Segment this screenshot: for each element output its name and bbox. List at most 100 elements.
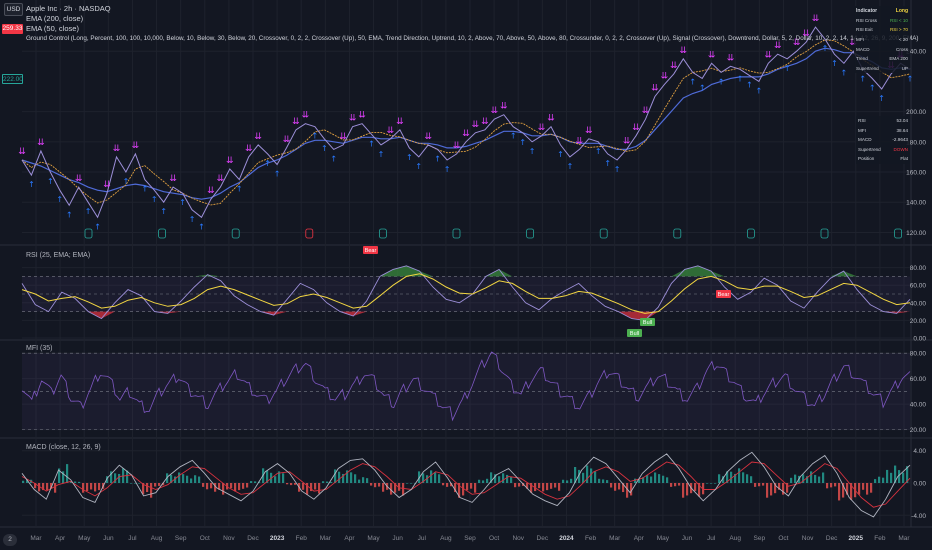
buy-signal-arrow: ↑ (567, 162, 574, 171)
rsi-ema-line (21, 273, 911, 314)
table-cell: UP (901, 65, 908, 71)
sell-signal-arrow: ⇊ (500, 102, 508, 112)
rsi-pane-label[interactable]: RSI (25, EMA; EMA) (26, 252, 91, 259)
macd-histogram-bar (874, 479, 877, 483)
macd-histogram-bar (506, 474, 509, 483)
table-cell: Supertrend (858, 146, 881, 152)
macd-histogram-bar (606, 480, 609, 483)
macd-histogram-bar (806, 476, 809, 483)
table-cell: Supertrend (856, 65, 879, 71)
macd-histogram-bar (98, 483, 101, 491)
macd-histogram-bar (698, 483, 701, 497)
mfi-pane[interactable] (21, 351, 911, 430)
sell-signal-arrow: ⇊ (576, 136, 584, 146)
y-axis-tick-label: 80.00 (910, 265, 927, 272)
macd-histogram-bar (26, 479, 29, 483)
macd-histogram-bar (38, 483, 41, 492)
table-cell: MACD (858, 137, 872, 143)
macd-histogram-bar (454, 483, 457, 493)
macd-histogram-bar (330, 481, 333, 483)
sell-signal-arrow: ⇊ (491, 106, 499, 116)
bottom-badge[interactable]: 2 (3, 534, 17, 546)
macd-histogram-bar (658, 474, 661, 483)
legend-ema200[interactable]: EMA (200, close) (26, 14, 84, 23)
sell-signal-arrow: ⇊ (103, 180, 111, 190)
macd-histogram-bar (502, 473, 505, 483)
macd-histogram-bar (654, 472, 657, 483)
y-axis-tick-label: -4.00 (911, 513, 926, 520)
macd-histogram-bar (638, 479, 641, 483)
bull-label: Bull (643, 320, 652, 326)
macd-histogram-bar (542, 483, 545, 492)
currency-button[interactable]: USD (4, 3, 23, 16)
macd-histogram-bar (318, 483, 321, 494)
macd-histogram-bar (810, 471, 813, 483)
sell-signal-arrow: ⇊ (661, 71, 669, 81)
macd-histogram-bar (458, 483, 461, 498)
legend-ground-control[interactable]: Ground Control (Long, Percent, 100, 100,… (26, 35, 919, 42)
event-marker (378, 228, 387, 239)
table-cell: RSI Cross (856, 17, 877, 23)
macd-histogram-bar (110, 471, 113, 483)
macd-histogram-bar (62, 471, 65, 483)
buy-signal-arrow: ↑ (406, 153, 413, 162)
y-axis-tick-label: 60.00 (910, 376, 927, 383)
sell-signal-arrow: ⇊ (37, 138, 45, 148)
macd-histogram-bar (118, 473, 121, 483)
time-axis-label: Jul (707, 535, 716, 542)
sell-signal-arrow: ⇊ (680, 46, 688, 56)
macd-pane[interactable] (21, 451, 911, 518)
macd-histogram-bar (902, 472, 905, 483)
macd-histogram-bar (850, 483, 853, 500)
y-axis-tick-label: 60.00 (910, 283, 927, 290)
macd-histogram-bar (574, 467, 577, 483)
sell-signal-arrow: ⇊ (547, 114, 555, 124)
rsi-pane[interactable]: Bear Bear Bull Bull (21, 246, 911, 337)
ema-50-line (21, 39, 911, 206)
macd-pane-label[interactable]: MACD (close, 12, 26, 9) (26, 444, 101, 451)
macd-histogram-bar (394, 483, 397, 493)
macd-histogram-bar (666, 477, 669, 483)
event-marker (894, 228, 902, 239)
macd-histogram-bar (782, 483, 785, 495)
macd-histogram-bar (58, 468, 61, 483)
mfi-pane-label[interactable]: MFI (35) (26, 345, 53, 352)
macd-histogram-bar (718, 474, 721, 483)
macd-histogram-bar (746, 474, 749, 483)
macd-histogram-bar (818, 476, 821, 483)
macd-histogram-bar (594, 471, 597, 483)
price-pane[interactable]: ⇊↑⇊↑↑↑⇊↑↑⇊⇊↑⇊↑↑↑⇊↑↑↑⇊⇊⇊↑⇊⇊↑↑⇊⇊⇊↑↑↑⇊⇊ ⇊↑↑⇊… (18, 14, 913, 239)
symbol-title[interactable]: Apple Inc · 2h · NASDAQ (26, 4, 111, 13)
buy-signal-arrow: ↑ (47, 177, 54, 186)
macd-histogram-bar (150, 483, 153, 498)
sell-signal-arrow: ⇊ (585, 126, 593, 136)
macd-histogram-bar (618, 483, 621, 490)
macd-histogram-bar (278, 471, 281, 483)
macd-histogram-bar (878, 476, 881, 483)
table-row: MACD -2.9643 (856, 135, 910, 145)
event-marker (452, 228, 461, 239)
time-axis-label: Dec (537, 535, 549, 542)
time-axis-label: Oct (778, 535, 788, 542)
macd-histogram-bar (238, 483, 241, 491)
buy-signal-arrow: ↑ (557, 150, 564, 159)
table-row: RSI Cross RSI < 10 (854, 16, 910, 26)
macd-histogram-bar (406, 483, 409, 484)
legend-ema50[interactable]: EMA (50, close) (26, 24, 79, 33)
bull-label-bg (640, 318, 655, 326)
event-marker (158, 228, 167, 239)
buy-signal-arrow: ↑ (737, 74, 744, 83)
table-cell: DOWN (893, 146, 908, 152)
macd-histogram-bar (498, 476, 501, 483)
buy-signal-arrow: ↑ (444, 165, 451, 174)
buy-signal-arrow: ↑ (151, 195, 158, 204)
table-cell: -2.9643 (892, 137, 908, 143)
macd-histogram-bar (78, 481, 81, 483)
y-axis-tick-label: 160.00 (906, 170, 926, 177)
macd-histogram-bar (326, 481, 329, 483)
buy-signal-arrow: ↑ (264, 159, 271, 168)
macd-histogram-bar (346, 470, 349, 483)
table-row: Supertrend UP (854, 64, 910, 74)
time-axis-label: Dec (247, 535, 259, 542)
